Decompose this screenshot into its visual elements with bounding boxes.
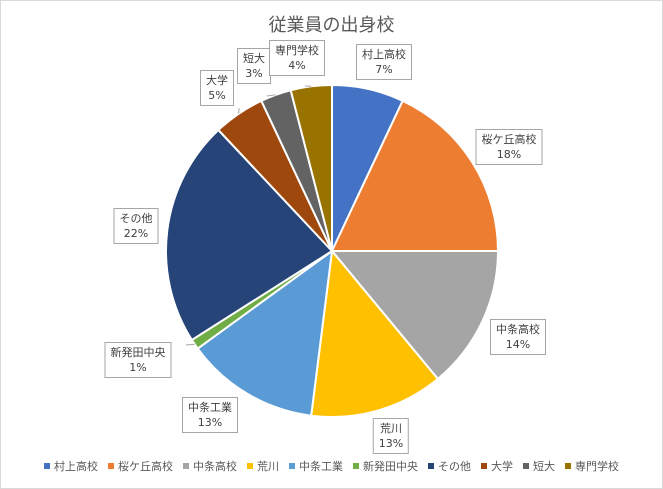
data-label-category: 大学 xyxy=(206,74,228,87)
data-label-percent: 3% xyxy=(245,67,263,80)
legend-label: 中条工業 xyxy=(299,460,343,473)
data-label-7: その他 22% xyxy=(113,208,159,244)
data-label-percent: 7% xyxy=(375,63,393,76)
data-label-percent: 4% xyxy=(288,59,306,72)
legend-label: 荒川 xyxy=(257,460,279,473)
data-label-5: 中条工業 13% xyxy=(182,397,238,433)
data-label-category: 中条高校 xyxy=(496,323,540,336)
legend-swatch xyxy=(353,463,359,469)
leader-line-9 xyxy=(266,94,276,97)
legend-item-10: 専門学校 xyxy=(565,458,619,474)
legend-item-8: 大学 xyxy=(481,458,513,474)
legend: 村上高校 桜ケ丘高校 中条高校 荒川 中条工業 新発田中央 その他 大学 短大 専門学校 xyxy=(0,458,663,474)
legend-swatch xyxy=(289,463,295,469)
data-label-category: 村上高校 xyxy=(362,48,406,61)
data-label-2: 桜ケ丘高校 18% xyxy=(475,129,543,165)
data-label-category: 桜ケ丘高校 xyxy=(481,133,537,146)
legend-item-4: 荒川 xyxy=(247,458,279,474)
legend-swatch xyxy=(44,463,50,469)
data-label-4: 荒川 13% xyxy=(372,418,410,454)
legend-swatch xyxy=(428,463,434,469)
legend-swatch xyxy=(481,463,487,469)
legend-swatch xyxy=(108,463,114,469)
legend-swatch xyxy=(183,463,189,469)
data-label-10: 専門学校 4% xyxy=(269,40,325,76)
legend-swatch xyxy=(523,463,529,469)
legend-item-5: 中条工業 xyxy=(289,458,343,474)
legend-item-1: 村上高校 xyxy=(44,458,98,474)
pie-slice-10 xyxy=(289,83,333,252)
data-label-category: 中条工業 xyxy=(188,401,232,414)
legend-label: 中条高校 xyxy=(193,460,237,473)
data-label-category: 新発田中央 xyxy=(110,346,166,359)
pie-slice-2 xyxy=(330,99,500,252)
data-label-percent: 13% xyxy=(197,416,223,429)
legend-swatch xyxy=(247,463,253,469)
legend-label: 大学 xyxy=(491,460,513,473)
legend-item-9: 短大 xyxy=(523,458,555,474)
data-label-3: 中条高校 14% xyxy=(490,319,546,355)
pie-slice-4 xyxy=(310,248,440,418)
legend-item-7: その他 xyxy=(428,458,471,474)
chart-title: 従業員の出身校 xyxy=(268,15,395,36)
legend-swatch xyxy=(565,463,571,469)
pie-slice-7 xyxy=(164,128,334,342)
legend-label: 短大 xyxy=(533,460,555,473)
data-label-percent: 13% xyxy=(378,437,404,450)
data-label-category: 短大 xyxy=(243,52,265,65)
legend-label: 村上高校 xyxy=(54,460,98,473)
legend-label: 新発田中央 xyxy=(363,460,418,473)
pie-slice-3 xyxy=(329,250,500,381)
legend-label: 専門学校 xyxy=(575,460,619,473)
data-label-8: 大学 5% xyxy=(200,70,234,106)
data-label-category: その他 xyxy=(119,212,153,225)
data-label-percent: 1% xyxy=(129,361,147,374)
legend-label: 桜ケ丘高校 xyxy=(118,460,173,473)
pie-slice-5 xyxy=(196,248,334,417)
data-label-percent: 22% xyxy=(123,227,149,240)
data-label-percent: 18% xyxy=(496,148,522,161)
data-label-category: 専門学校 xyxy=(275,44,319,57)
data-label-percent: 5% xyxy=(208,89,226,102)
legend-label: その他 xyxy=(438,460,471,473)
leader-line-6 xyxy=(185,343,195,346)
data-label-percent: 14% xyxy=(505,338,531,351)
legend-item-6: 新発田中央 xyxy=(353,458,418,474)
data-label-9: 短大 3% xyxy=(237,48,271,84)
legend-item-2: 桜ケ丘高校 xyxy=(108,458,173,474)
data-label-1: 村上高校 7% xyxy=(356,44,412,80)
legend-item-3: 中条高校 xyxy=(183,458,237,474)
data-label-6: 新発田中央 1% xyxy=(104,342,172,378)
data-label-category: 荒川 xyxy=(379,422,402,435)
